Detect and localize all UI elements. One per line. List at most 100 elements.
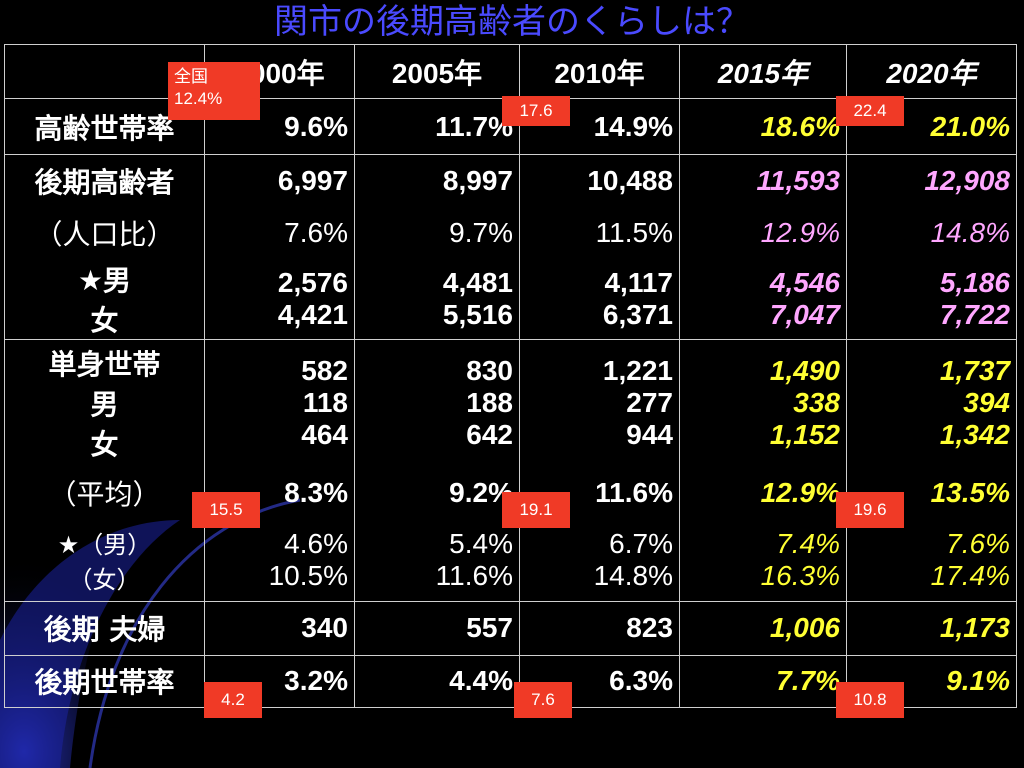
value-male: 188 — [466, 387, 513, 419]
cell: 7.7% — [679, 654, 847, 708]
badge-average-2010: 19.1 — [502, 492, 570, 528]
cell: 9.7% — [354, 206, 520, 259]
badge-average-2020: 19.6 — [836, 492, 904, 528]
page-title: 関市の後期高齢者のくらしは？ — [274, 2, 750, 42]
cell: 10,488 — [519, 154, 680, 207]
cell: 14.9% — [519, 98, 680, 155]
row-label: 後期 夫婦 — [4, 600, 205, 655]
cell: 14.8% — [846, 206, 1017, 259]
cell: 582 118 464 — [204, 338, 355, 467]
cell: 1,221 277 944 — [519, 338, 680, 467]
value-male: 7.4% — [776, 527, 840, 559]
badge-rate-2010: 17.6 — [502, 96, 570, 126]
cell: 4,481 5,516 — [354, 258, 520, 339]
table-row-household-rate: 高齢世帯率 9.6% 11.7% 14.9% 18.6% 21.0% — [4, 98, 1017, 155]
table-row-average-sex: ★（男） （女） 4.6% 10.5% 5.4% 11.6% 6.7% 14.8% 7.… — [4, 519, 1017, 601]
cell: 4.4% — [354, 654, 520, 708]
cell: 5,186 7,722 — [846, 258, 1017, 339]
value-male: 118 — [302, 387, 348, 419]
cell: 1,173 — [846, 600, 1017, 655]
cell: 7.6% 17.4% — [846, 519, 1017, 601]
cell: 557 — [354, 600, 520, 655]
value-male: 4,481 — [442, 266, 513, 298]
cell: 6.7% 14.8% — [519, 519, 680, 601]
table-header-row: 2000年 2005年 2010年 2015年 2020年 — [4, 44, 1017, 99]
value-female: 944 — [626, 419, 673, 451]
header-year-2020: 2020年 — [846, 44, 1017, 99]
badge-rate-2020: 22.4 — [836, 96, 904, 126]
badge-value: 12.4% — [174, 89, 223, 108]
header-year-2015: 2015年 — [679, 44, 847, 99]
value-male: 4.6% — [284, 527, 348, 559]
value-single: 1,490 — [769, 355, 840, 387]
value-female: 17.4% — [930, 559, 1010, 591]
value-single: 830 — [466, 355, 513, 387]
cell: 11.7% — [354, 98, 520, 155]
label-female: 女 — [90, 303, 119, 337]
table-row-elderly: 後期高齢者 6,997 8,997 10,488 11,593 12,908 — [4, 154, 1017, 207]
cell: 7.6% — [204, 206, 355, 259]
value-female: 4,421 — [277, 298, 348, 330]
badge-label: 全国 — [174, 67, 208, 86]
badge-late-2010: 7.6 — [514, 682, 572, 718]
value-single: 1,221 — [602, 355, 673, 387]
cell: 4.6% 10.5% — [204, 519, 355, 601]
badge-average-2000: 15.5 — [192, 492, 260, 528]
badge-late-2020: 10.8 — [836, 682, 904, 718]
cell: 8,997 — [354, 154, 520, 207]
row-label: （人口比） — [4, 206, 205, 259]
value-male: 338 — [793, 387, 840, 419]
badge-late-2000: 4.2 — [204, 682, 262, 718]
label-male: ★（男） — [57, 530, 152, 559]
value-male: 394 — [963, 387, 1010, 419]
value-female: 5,516 — [442, 298, 513, 330]
cell: 12.9% — [679, 467, 847, 519]
value-male: 277 — [626, 387, 673, 419]
value-male: 2,576 — [277, 266, 348, 298]
value-male: 5.4% — [449, 527, 513, 559]
label-male: ★男 — [77, 263, 132, 297]
cell: 9.2% — [354, 467, 520, 519]
cell: 823 — [519, 600, 680, 655]
header-year-2010: 2010年 — [519, 44, 680, 99]
row-label: 後期世帯率 — [4, 654, 205, 708]
value-female: 16.3% — [760, 559, 840, 591]
label-male: 男 — [90, 388, 119, 422]
cell: 12.9% — [679, 206, 847, 259]
row-label: （平均） — [4, 467, 205, 519]
national-rate-badge: 全国 12.4% — [168, 62, 260, 120]
value-female: 11.6% — [435, 559, 513, 591]
statistics-table: 2000年 2005年 2010年 2015年 2020年 高齢世帯率 9.6%… — [4, 44, 1017, 708]
cell: 1,737 394 1,342 — [846, 338, 1017, 467]
value-male: 7.6% — [946, 527, 1010, 559]
value-female: 464 — [301, 419, 348, 451]
cell: 12,908 — [846, 154, 1017, 207]
table-row-couples: 後期 夫婦 340 557 823 1,006 1,173 — [4, 600, 1017, 655]
label-single: 単身世帯 — [48, 348, 161, 382]
cell: 11.5% — [519, 206, 680, 259]
table-row-elderly-sex: ★男女 2,576 4,421 4,481 5,516 4,117 6,371 4,5… — [4, 258, 1017, 339]
cell: 7.4% 16.3% — [679, 519, 847, 601]
value-single: 582 — [301, 355, 348, 387]
cell: 18.6% — [679, 98, 847, 155]
cell: 340 — [204, 600, 355, 655]
cell: 1,490 338 1,152 — [679, 338, 847, 467]
value-male: 6.7% — [609, 527, 673, 559]
label-female: 女 — [90, 428, 119, 462]
cell: 4,546 7,047 — [679, 258, 847, 339]
cell: 4,117 6,371 — [519, 258, 680, 339]
value-female: 14.8% — [593, 559, 673, 591]
row-label: ★（男） （女） — [4, 519, 205, 601]
cell: 11,593 — [679, 154, 847, 207]
table-row-single: 単身世帯男女 582 118 464 830 188 642 1,221 277 944 1… — [4, 338, 1017, 467]
cell: 6,997 — [204, 154, 355, 207]
value-male: 4,117 — [604, 266, 673, 298]
cell: 2,576 4,421 — [204, 258, 355, 339]
value-female: 7,047 — [769, 298, 840, 330]
value-male: 4,546 — [769, 266, 840, 298]
value-female: 1,342 — [939, 419, 1010, 451]
value-female: 10.5% — [268, 559, 348, 591]
cell: 830 188 642 — [354, 338, 520, 467]
value-female: 7,722 — [939, 298, 1010, 330]
label-female: （女） — [68, 565, 141, 594]
